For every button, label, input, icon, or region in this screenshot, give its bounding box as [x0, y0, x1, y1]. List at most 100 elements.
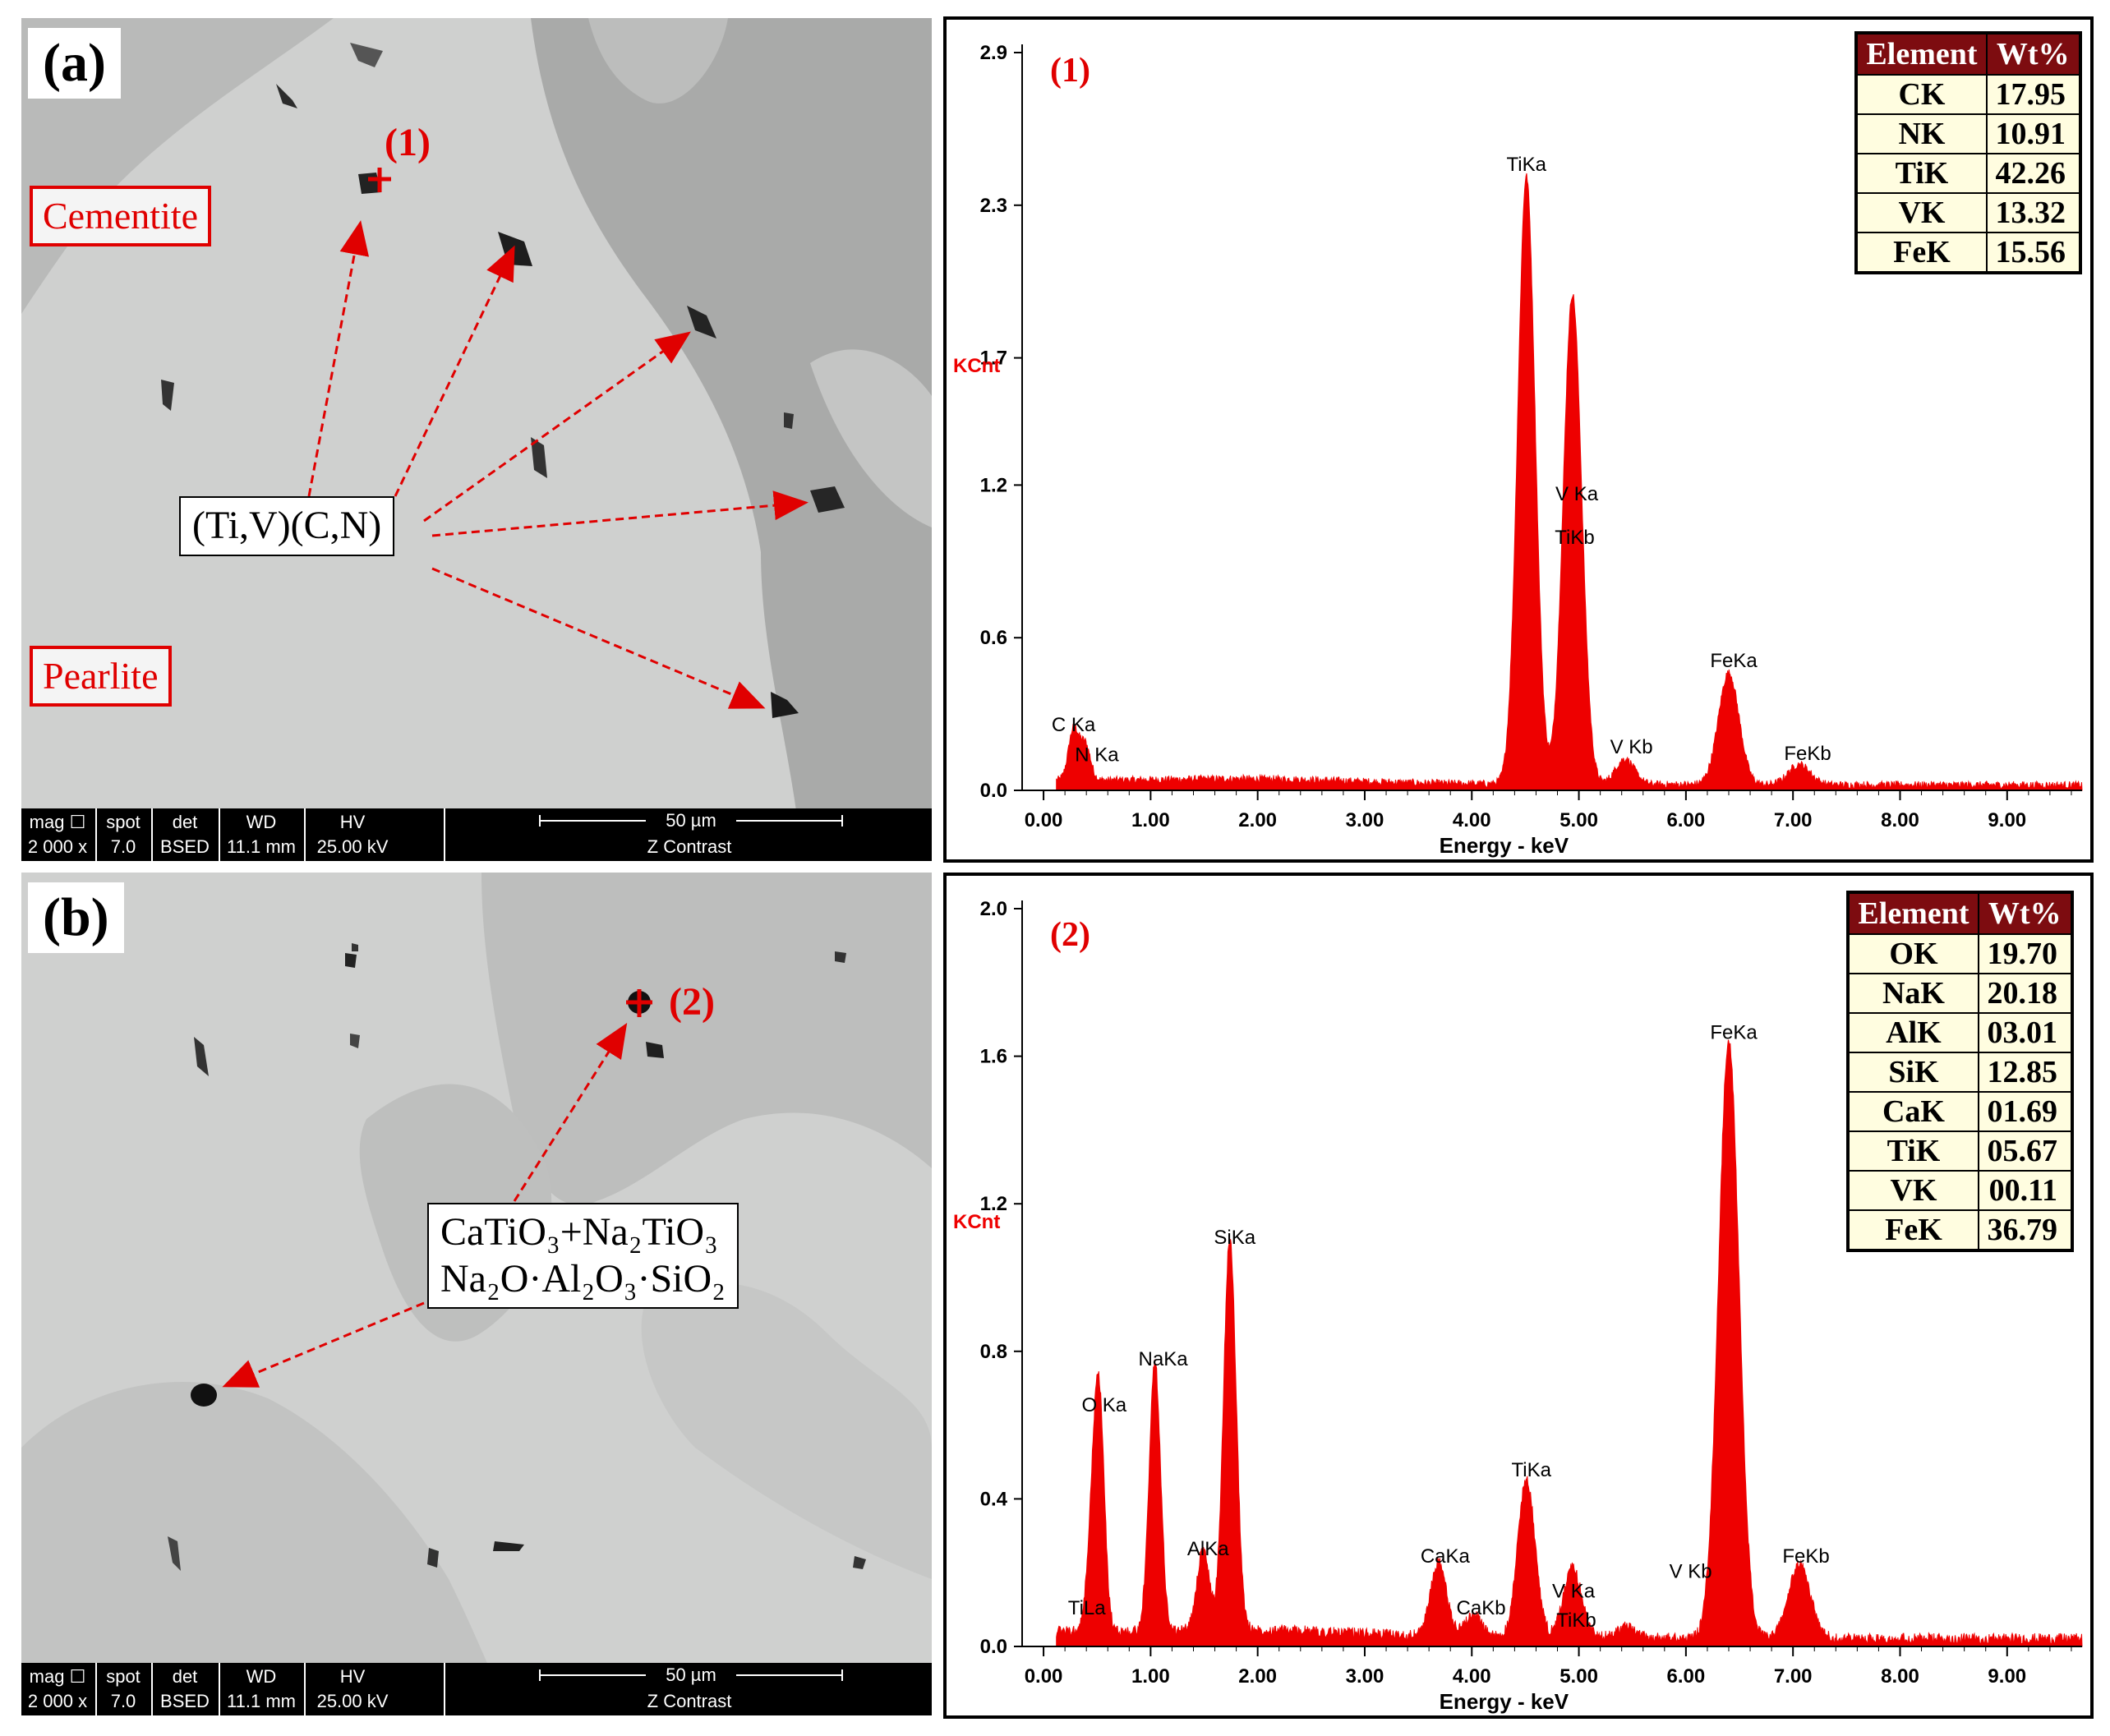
info-wd-value: 11.1 mm	[227, 1691, 296, 1711]
wt-cell: 19.70	[1977, 933, 2073, 974]
peak-label: FeKb	[1782, 1545, 1829, 1568]
element-cell: FeK	[1855, 232, 1988, 274]
info-spot-value: 7.0	[110, 1691, 136, 1711]
table-row: NK 10.91	[1855, 113, 2081, 154]
info-det-header: det	[172, 812, 198, 832]
peak-label: N Ka	[1075, 744, 1119, 767]
crosshair-marker-1	[368, 168, 391, 192]
x-tick-label: 8.00	[1881, 809, 1919, 831]
x-tick-label: 8.00	[1881, 1665, 1919, 1688]
wt-cell: 17.95	[1985, 74, 2081, 115]
wt-cell: 36.79	[1977, 1209, 2073, 1251]
sem-image-b: (b) (2) CaTiO₃+Na₂TiO₃ Na₂O·Al₂O₃·SiO₂ m…	[21, 873, 932, 1715]
x-tick-label: 7.00	[1774, 809, 1813, 831]
info-spot-value: 7.0	[110, 836, 136, 857]
y-tick-label: 2.0	[980, 898, 1007, 920]
table-row: FeK 15.56	[1855, 232, 2081, 274]
wt-cell: 42.26	[1985, 153, 2081, 194]
callout-line: Na₂O·Al₂O₃·SiO₂	[440, 1256, 726, 1301]
x-axis-label: Energy - keV	[1440, 833, 1569, 858]
table-row: VK 13.32	[1855, 192, 2081, 233]
peak-label: TiLa	[1068, 1597, 1106, 1619]
inclusion-callout-a: (Ti,V)(C,N)	[179, 496, 395, 556]
info-mag-value: 2 000 x	[27, 1691, 88, 1711]
info-hv-header: HV	[339, 812, 366, 832]
info-hv-value: 25.00 kV	[316, 836, 389, 857]
peak-label: AlKa	[1187, 1538, 1229, 1560]
info-mag-header: mag ☐	[29, 1666, 86, 1687]
header-element: Element	[1855, 32, 1988, 76]
x-tick-label: 3.00	[1346, 809, 1384, 831]
composition-table-1: Element Wt% CK 17.95 NK 10.91 TiK 42.26 VK 1…	[1854, 31, 2082, 274]
element-cell: TiK	[1855, 153, 1988, 194]
sem-image-a: (a) Cementite Pearlite (1) (Ti,V)(C,N) m…	[21, 18, 932, 861]
table-row: VK 00.11	[1847, 1170, 2073, 1211]
table-row: AlK 03.01	[1847, 1012, 2073, 1053]
y-axis-label: KCnt	[953, 355, 1000, 377]
info-hv-header: HV	[339, 1666, 366, 1687]
scale-bar-label: 50 µm	[646, 1663, 736, 1688]
sem-info-bar-a: mag ☐ 2 000 x spot 7.0 det BSED WD 11.1 …	[21, 808, 932, 861]
info-wd-header: WD	[246, 812, 277, 832]
peak-label: FeKb	[1784, 743, 1831, 765]
x-tick-label: 3.00	[1346, 1665, 1384, 1688]
y-tick-label: 1.2	[980, 474, 1007, 496]
x-tick-label: 1.00	[1131, 809, 1170, 831]
x-tick-label: 1.00	[1131, 1665, 1170, 1688]
eds-spectrum-1: 0.00 1.00 2.00 3.00 4.00 5.00 6.00 7.00 8.00 9.00…	[943, 16, 2094, 863]
x-tick-label: 4.00	[1453, 809, 1491, 831]
spectrum-plot-1: 0.00 1.00 2.00 3.00 4.00 5.00 6.00 7.00 8.00 9.00…	[953, 42, 2083, 858]
y-tick-label: 0.0	[980, 1636, 1007, 1658]
y-tick-label: 0.0	[980, 780, 1007, 802]
peak-label: C Ka	[1052, 714, 1096, 736]
wt-cell: 00.11	[1977, 1170, 2073, 1211]
spectrum-title-2: (2)	[1050, 916, 1090, 954]
peak-label: CaKb	[1457, 1597, 1506, 1619]
y-tick-label: 2.9	[980, 42, 1007, 64]
wt-cell: 10.91	[1985, 113, 2081, 154]
wt-cell: 03.01	[1977, 1012, 2073, 1053]
table-row: SiK 12.85	[1847, 1052, 2073, 1093]
point-tag-1: (1)	[385, 121, 431, 164]
table-row: FeK 36.79	[1847, 1209, 2073, 1251]
info-spot-header: spot	[106, 812, 141, 832]
peak-label: FeKa	[1710, 650, 1758, 672]
y-tick-label: 1.7	[980, 348, 1007, 370]
element-cell: FeK	[1847, 1209, 1979, 1251]
peak-label: TiKb	[1556, 1609, 1596, 1632]
element-cell: NK	[1855, 113, 1988, 154]
element-cell: CaK	[1847, 1091, 1979, 1132]
wt-cell: 01.69	[1977, 1091, 2073, 1132]
info-wd-header: WD	[246, 1666, 277, 1687]
table-row: NaK 20.18	[1847, 973, 2073, 1014]
callout-line: CaTiO₃+Na₂TiO₃	[440, 1210, 718, 1254]
peak-label: NaKa	[1139, 1348, 1189, 1370]
wt-cell: 15.56	[1985, 232, 2081, 274]
x-axis-label: Energy - keV	[1440, 1689, 1569, 1714]
x-tick-label: 6.00	[1667, 1665, 1706, 1688]
spectrum-area	[1056, 173, 2083, 791]
micrograph-a	[21, 18, 932, 861]
table-row: CaK 01.69	[1847, 1091, 2073, 1132]
element-cell: AlK	[1847, 1012, 1979, 1053]
table-header-row: Element Wt%	[1855, 32, 2081, 76]
peak-label: CaKa	[1421, 1545, 1471, 1568]
info-det-header: det	[172, 1666, 198, 1687]
contrast-mode: Z Contrast	[647, 1691, 732, 1711]
x-tick-label: 7.00	[1774, 1665, 1813, 1688]
header-element: Element	[1847, 891, 1979, 935]
peak-label: TiKa	[1506, 154, 1546, 176]
info-det-value: BSED	[160, 836, 210, 857]
element-cell: VK	[1855, 192, 1988, 233]
peak-label: TiKa	[1511, 1459, 1551, 1481]
wt-cell: 20.18	[1977, 973, 2073, 1014]
phase-label-cementite: Cementite	[30, 186, 212, 246]
crosshair-marker-2	[626, 989, 652, 1017]
x-tick-label: 6.00	[1667, 809, 1706, 831]
x-tick-label: 9.00	[1988, 809, 2026, 831]
header-wt: Wt%	[1985, 32, 2081, 76]
x-tick-label: 0.00	[1025, 809, 1063, 831]
info-mag-value: 2 000 x	[27, 836, 88, 857]
peak-label: TiKb	[1555, 527, 1594, 549]
point-tag-2: (2)	[669, 980, 715, 1024]
